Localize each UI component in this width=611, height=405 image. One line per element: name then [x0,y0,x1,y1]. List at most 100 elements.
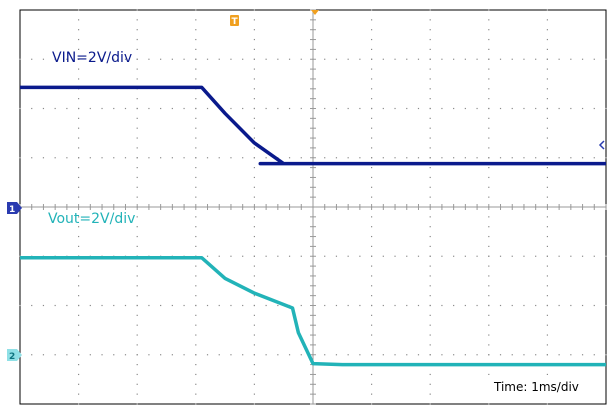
grid-dot-h [546,58,548,60]
grid-dot-h [288,354,291,356]
grid-dot-h [558,304,560,307]
grid-dot-h [499,58,502,60]
grid-dot-v [136,98,138,100]
grid-dot-h [441,304,443,307]
grid-dot-h [535,255,537,257]
grid-dot-h [136,107,138,110]
grid-dot-v [78,137,80,139]
grid-dot-v [136,186,138,188]
grid-dot-v [253,117,255,119]
grid-dot-h [31,304,33,307]
grid-dot-v [488,9,490,11]
grid-dot-h [183,58,185,60]
grid-dot-h [89,107,91,110]
grid-dot-v [429,324,431,326]
grid-dot-v [136,29,138,31]
grid-dot-v [488,275,490,277]
grid-dot-v [429,29,431,31]
grid-dot-h [206,304,209,307]
grid-dot-v [195,275,197,277]
grid-dot-v [546,38,548,41]
grid-dot-v [136,176,138,179]
grid-dot-v [136,275,138,277]
grid-dot-v [253,403,255,405]
grid-dot-h [183,107,185,110]
grid-dot-h [136,354,138,356]
grid-dot-h [31,58,33,60]
grid-dot-v [429,117,431,119]
grid-dot-v [195,38,197,41]
grid-dot-h [78,304,80,307]
svg-text:T: T [232,17,239,27]
grid-dot-v [136,314,138,316]
grid-dot-h [488,107,490,110]
grid-dot-h [136,304,138,307]
grid-dot-h [570,304,572,307]
grid-dot-v [429,9,431,11]
grid-dot-v [546,295,548,297]
grid-dot-h [242,157,244,159]
grid-dot-h [54,58,56,60]
grid-dot-v [488,68,490,70]
grid-dot-v [546,137,548,139]
grid-dot-v [371,167,373,169]
grid-dot-h [453,255,455,257]
grid-dot-v [488,265,490,267]
grid-dot-h [499,157,502,159]
grid-dot-v [195,98,197,100]
grid-dot-h [464,58,466,60]
grid-dot-h [429,58,431,60]
grid-dot-v [488,98,490,100]
grid-dot-v [136,38,138,41]
grid-dot-v [546,48,548,50]
grid-dot-v [429,393,431,395]
grid-dot-v [429,226,431,228]
grid-dot-h [265,255,267,257]
grid-dot-h [593,255,595,257]
grid-dot-v [371,117,373,119]
grid-dot-h [335,255,338,257]
grid-dot-v [488,176,490,179]
grid-dot-v [546,245,548,247]
grid-dot-v [253,127,255,129]
grid-dot-h [523,255,525,257]
grid-dot-v [136,48,138,50]
grid-dot-v [429,383,431,385]
grid-dot-h [605,107,607,110]
grid-dot-v [195,245,197,247]
grid-dot-h [441,107,443,110]
grid-dot-h [277,107,279,110]
grid-dot-v [371,29,373,31]
grid-dot-h [347,304,349,307]
grid-dot-h [42,58,45,60]
grid-dot-h [511,354,513,356]
grid-dot-v [546,235,548,238]
channel1-marker: 1 [7,202,22,215]
grid-dot-h [464,255,466,257]
grid-dot-h [300,157,302,159]
grid-dot-h [101,58,103,60]
grid-dot-h [300,304,302,307]
grid-dot-h [535,58,537,60]
grid-dot-v [371,147,373,149]
grid-dot-v [429,98,431,100]
grid-dot-v [371,393,373,395]
grid-dot-v [546,226,548,228]
grid-dot-v [429,235,431,238]
grid-dot-v [253,393,255,395]
grid-dot-v [429,127,431,129]
grid-dot-v [195,186,197,188]
grid-dot-v [78,383,80,385]
grid-dot-h [253,354,255,356]
grid-dot-h [570,354,572,356]
series-line-vout [20,255,606,367]
grid-dot-v [253,295,255,297]
grid-dot-h [371,354,373,356]
grid-dot-v [488,29,490,31]
grid-dot-v [371,383,373,385]
grid-dot-h [417,354,420,356]
grid-dot-h [160,58,162,60]
grid-dot-h [453,157,455,159]
grid-dot-v [253,235,255,238]
grid-dot-h [335,354,338,356]
